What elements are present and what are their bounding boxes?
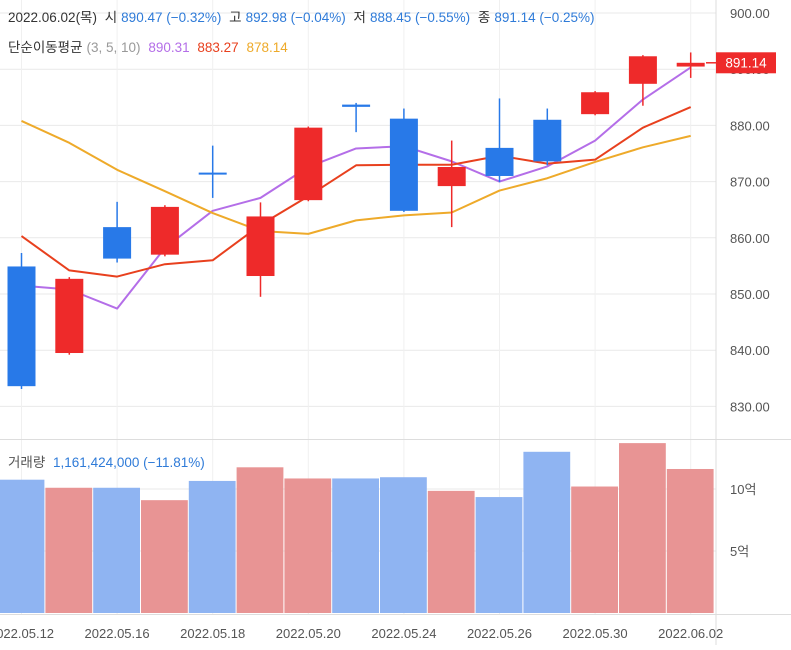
volume-bars [0,443,714,613]
volume-legend-value: 1,161,424,000 (−11.81%) [53,455,205,470]
candle-body [533,119,562,162]
ma-legend-params: (3, 5, 10) [86,40,141,55]
candle-body [198,172,227,175]
date-tick-label: 2022.05.26 [467,626,532,641]
volume-legend-title: 거래량 [8,455,46,470]
date-tick-label: 2022.05.24 [371,626,436,641]
price-tick-label: 850.00 [730,287,770,302]
volume-legend[interactable]: 거래량 1,161,424,000 (−11.81%) [8,451,209,471]
price-tick-label: 900.00 [730,6,770,21]
open-label: 시 [104,10,118,25]
price-tick-label: 870.00 [730,175,770,190]
open-value: 890.47 (−0.32%) [121,10,222,25]
last-price-tag: 891.14 [716,52,776,74]
low-label: 저 [353,10,366,25]
ma-legend-title: 단순이동평균 [8,40,83,55]
date-tick-label: 2022.05.12 [0,626,54,641]
candle-body [246,216,275,277]
candle-body [628,56,657,84]
volume-bar [0,479,45,613]
candle-body [389,118,418,211]
date-tick-label: 2022.06.02 [658,626,723,641]
volume-bar [427,490,475,613]
ma-line-10 [21,119,691,235]
price-tick-label: 840.00 [730,343,770,358]
volume-bar [188,480,236,613]
candle-body [294,127,323,201]
ma3-value: 890.31 [148,40,190,55]
volume-tick-label: 10억 [730,482,756,497]
close-label: 종 [477,10,491,25]
ma-line-3 [21,66,692,310]
moving-average-lines [20,66,692,310]
date-tick-label: 2022.05.30 [563,626,628,641]
high-value: 892.98 (−0.04%) [245,10,346,25]
volume-tick-label: 5억 [730,544,749,559]
candle-body [150,206,179,255]
volume-bar [523,451,571,613]
high-label: 고 [229,10,242,25]
price-tick-label: 860.00 [730,231,770,246]
candle-body [437,166,466,187]
candlesticks [7,52,705,389]
ma-legend[interactable]: 단순이동평균 (3, 5, 10) 890.31 883.27 878.14 [8,36,292,56]
volume-bar [380,477,427,613]
volume-bar [571,486,618,613]
volume-bar [666,468,714,613]
candle-body [103,227,132,259]
ma-line-5 [20,106,692,278]
volume-bar [141,500,188,613]
volume-bar [475,497,523,613]
date-tick-label: 2022.05.20 [276,626,341,641]
ma10-value: 878.14 [246,40,288,55]
ohlc-header: 2022.06.02(목) 시 890.47 (−0.32%) 고 892.98 (… [8,6,599,26]
low-value: 888.45 (−0.55%) [369,10,471,25]
candle-body [485,147,514,176]
candle-body [676,62,705,67]
volume-bar [93,487,140,613]
candle-body [55,278,84,354]
volume-bar [619,443,666,613]
date-tick-label: 2022.05.16 [85,626,150,641]
volume-bar [332,478,379,613]
close-value: 891.14 (−0.25%) [494,10,595,25]
candle-body [581,92,610,115]
price-tick-label: 830.00 [730,399,770,414]
date-tick-label: 2022.05.18 [180,626,245,641]
header-date: 2022.06.02(목) [8,10,97,25]
last-price-tag-box [716,52,776,74]
last-price-tag-text: 891.14 [725,55,767,70]
volume-bar [236,467,284,613]
ma5-value: 883.27 [197,40,239,55]
volume-bar [45,487,93,613]
price-tick-label: 880.00 [730,118,770,133]
candle-body [342,104,371,107]
candle-body [7,266,36,387]
volume-bar [284,478,332,613]
